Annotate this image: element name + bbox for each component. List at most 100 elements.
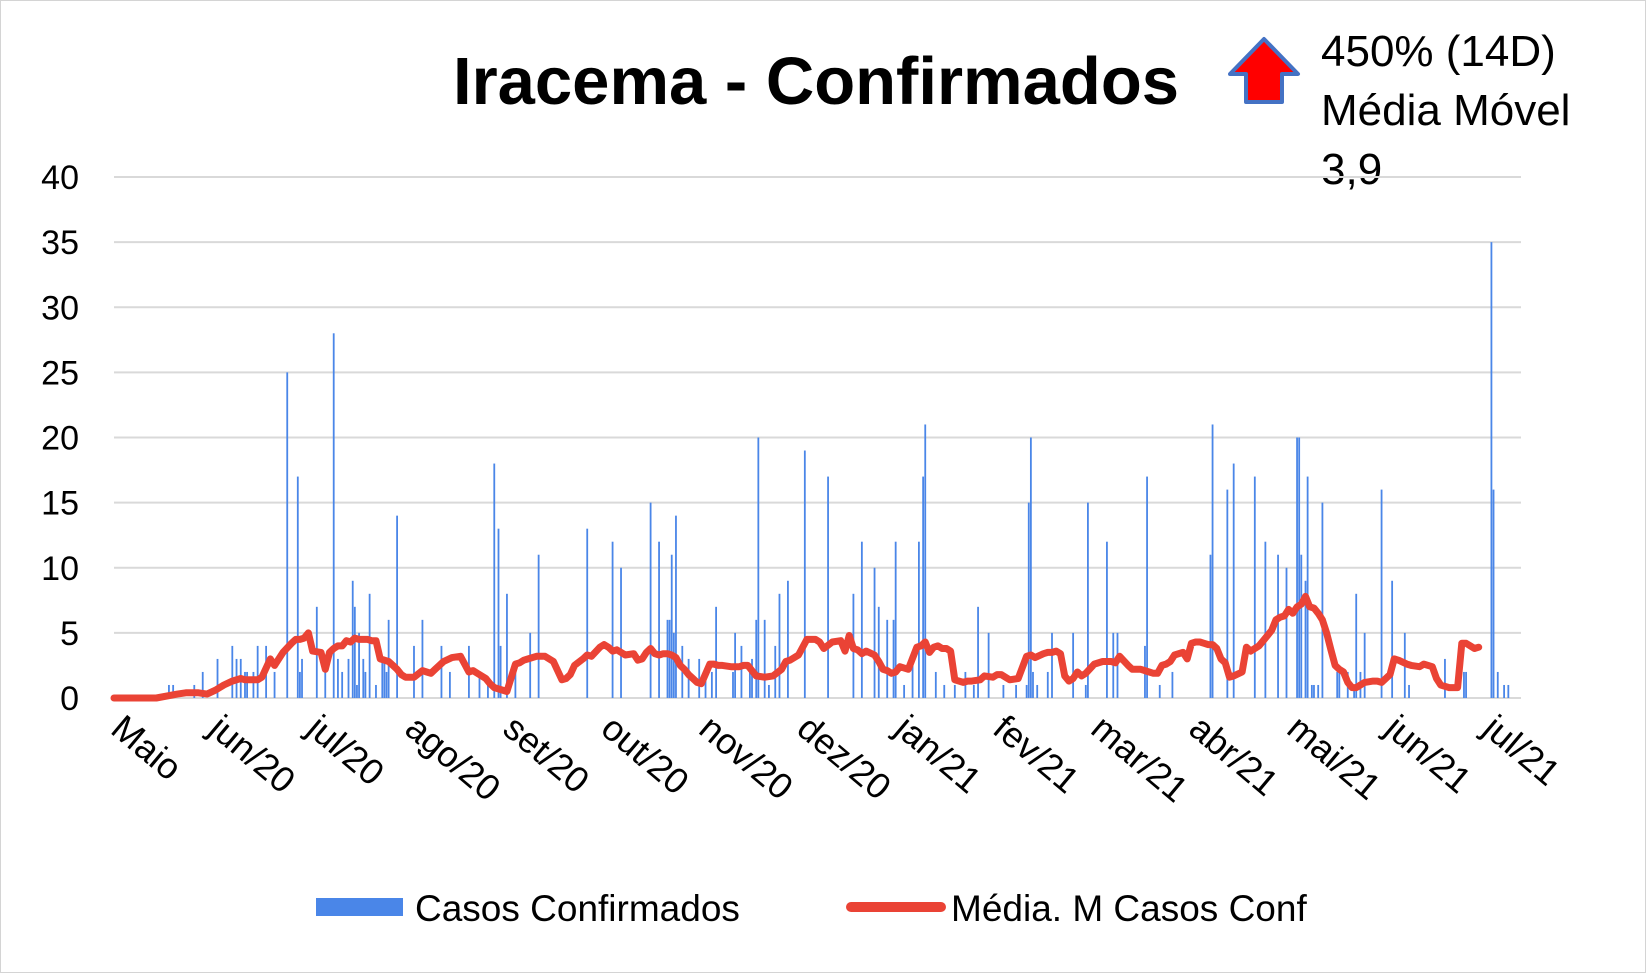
x-tick-label: jul/21 (1475, 706, 1568, 793)
bar (341, 671, 344, 698)
y-tick-label: 5 (60, 615, 79, 653)
bar (1146, 476, 1148, 698)
bar (586, 528, 589, 698)
bar (1355, 593, 1358, 698)
bar (216, 658, 219, 698)
x-tick-label: jul/20 (299, 706, 392, 793)
bar (778, 593, 781, 698)
bar (1171, 671, 1174, 698)
bar (732, 671, 734, 698)
bar (1306, 476, 1309, 698)
bar (440, 645, 443, 698)
bar (1304, 580, 1307, 698)
chart-title: Iracema - Confirmados (453, 44, 1179, 119)
bar (922, 476, 925, 698)
x-tick-label: set/20 (496, 707, 597, 801)
bar (1296, 437, 1298, 698)
bar (529, 632, 532, 698)
bar (353, 606, 356, 698)
bar (499, 645, 502, 698)
bar (668, 619, 671, 698)
bar (666, 619, 669, 698)
bar (1492, 489, 1495, 698)
bar (252, 671, 255, 698)
bar (903, 684, 906, 698)
bar (244, 671, 246, 698)
y-tick-label: 35 (41, 224, 79, 262)
bar (1072, 632, 1075, 698)
bar (943, 684, 946, 698)
bar (892, 619, 895, 698)
bar (757, 437, 760, 698)
x-tick-label: out/20 (594, 707, 697, 803)
y-tick-label: 25 (41, 354, 79, 392)
bar (256, 645, 259, 698)
bar (977, 606, 979, 698)
moving-average-line (110, 592, 1483, 702)
bar (1051, 632, 1053, 698)
bar (478, 671, 481, 698)
bar (1209, 554, 1212, 698)
bar (1465, 671, 1467, 698)
bar (698, 658, 701, 698)
bar (1391, 580, 1394, 698)
bar (537, 554, 540, 698)
bar (1363, 632, 1366, 698)
bar (860, 541, 863, 698)
bar (1087, 502, 1089, 698)
bar (1300, 554, 1303, 698)
bar (497, 528, 500, 698)
bar (1046, 671, 1049, 698)
bar (231, 645, 234, 698)
bar (1211, 424, 1214, 698)
y-tick-label: 10 (41, 550, 79, 588)
bar (1408, 684, 1410, 698)
bar (1503, 684, 1505, 698)
legend: Casos Confirmados Média. M Casos Conf (316, 888, 1307, 929)
bar (413, 645, 415, 698)
bar (1084, 684, 1087, 698)
bar (803, 450, 806, 698)
bar (755, 619, 758, 698)
bar (1226, 489, 1229, 698)
x-tick-label: Maio (104, 707, 190, 789)
bar (911, 658, 914, 698)
bar (1015, 684, 1017, 698)
legend-bar-swatch (316, 898, 403, 916)
bar (768, 684, 770, 698)
bar (1353, 684, 1356, 698)
bar (1321, 502, 1324, 698)
bar (301, 658, 303, 698)
bar (1027, 502, 1030, 698)
bar (1298, 437, 1301, 698)
bar (332, 333, 335, 698)
legend-label-casos: Casos Confirmados (415, 888, 740, 929)
bar (886, 619, 889, 698)
bar (1338, 671, 1341, 698)
bar-series-casos-confirmados (168, 242, 1510, 698)
badge-value: 3,9 (1321, 145, 1382, 194)
bar (1025, 684, 1028, 698)
bar (201, 671, 204, 698)
x-tick-label: ago/20 (398, 707, 509, 809)
bar (658, 541, 660, 698)
bar (1253, 476, 1256, 698)
bar (1380, 489, 1383, 698)
y-tick-label: 20 (41, 420, 79, 458)
bar (296, 476, 299, 698)
bar (987, 632, 990, 698)
bar (362, 658, 365, 698)
bar (873, 567, 876, 698)
bar (506, 593, 508, 698)
bar (1317, 684, 1320, 698)
bar (1106, 541, 1108, 698)
bar (1285, 567, 1288, 698)
bar (383, 658, 386, 698)
bar (1507, 684, 1510, 698)
bar (877, 606, 880, 698)
bar (924, 424, 927, 698)
bar (748, 671, 751, 698)
bar (1277, 554, 1279, 698)
bar (246, 671, 248, 698)
